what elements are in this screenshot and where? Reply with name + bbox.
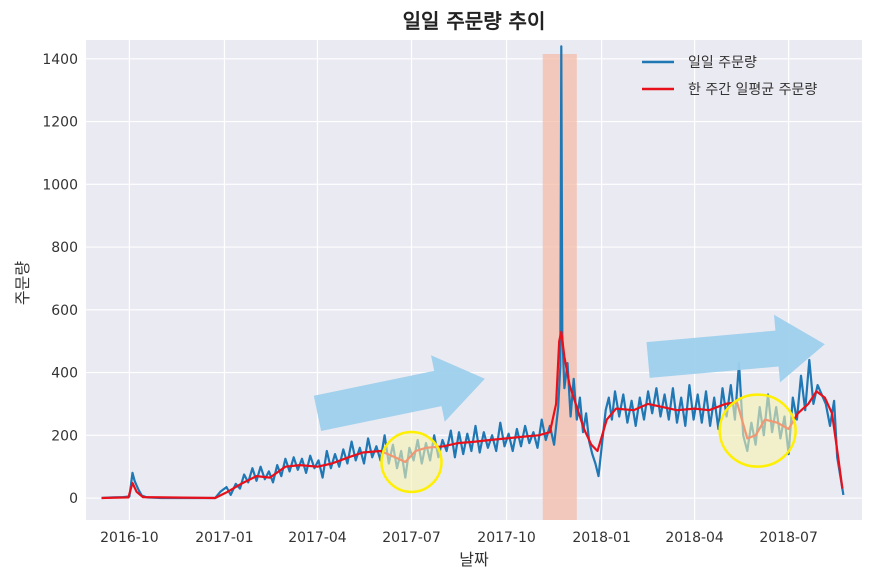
y-tick-label: 1400 bbox=[42, 52, 78, 68]
y-tick-label: 200 bbox=[51, 428, 78, 444]
legend: 일일 주문량 한 주간 일평균 주문량 bbox=[642, 55, 817, 98]
y-tick-label: 400 bbox=[51, 366, 78, 382]
y-tick-label: 0 bbox=[69, 491, 78, 507]
x-tick-label: 2016-10 bbox=[100, 530, 159, 546]
trend-arrow bbox=[313, 355, 485, 431]
x-tick-labels: 2016-10 2017-01 2017-04 2017-07 2017-10 2018-… bbox=[100, 530, 818, 546]
series-line-daily bbox=[101, 45, 845, 500]
y-tick-labels: 0 200 400 600 800 1000 1200 1400 bbox=[42, 52, 78, 507]
x-tick-label: 2017-10 bbox=[477, 530, 536, 546]
chart-title: 일일 주문량 추이 bbox=[403, 9, 546, 33]
x-tick-label: 2018-04 bbox=[665, 530, 724, 546]
trend-arrow bbox=[646, 314, 825, 383]
highlight-circle bbox=[718, 393, 797, 468]
x-tick-label: 2018-07 bbox=[759, 530, 818, 546]
x-tick-label: 2018-01 bbox=[572, 530, 631, 546]
highlight-circle bbox=[380, 430, 443, 494]
y-tick-label: 800 bbox=[51, 240, 78, 256]
x-tick-label: 2017-07 bbox=[382, 530, 441, 546]
y-tick-label: 600 bbox=[51, 303, 78, 319]
legend-label-weekly: 한 주간 일평균 주문량 bbox=[688, 82, 817, 98]
x-tick-label: 2017-01 bbox=[195, 530, 254, 546]
x-axis-label: 날짜 bbox=[459, 550, 489, 569]
x-tick-label: 2017-04 bbox=[288, 530, 347, 546]
legend-label-daily: 일일 주문량 bbox=[688, 55, 757, 71]
y-tick-label: 1200 bbox=[42, 115, 78, 131]
y-tick-label: 1000 bbox=[42, 177, 78, 193]
y-axis-label: 주문량 bbox=[13, 261, 32, 305]
annotations-front bbox=[313, 314, 825, 494]
